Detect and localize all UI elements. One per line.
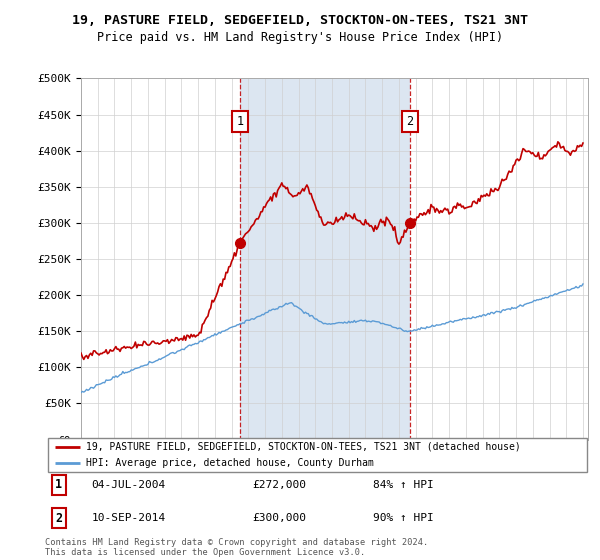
Text: 10-SEP-2014: 10-SEP-2014	[91, 513, 166, 523]
Text: 1: 1	[55, 478, 62, 491]
Text: 04-JUL-2004: 04-JUL-2004	[91, 479, 166, 489]
Text: 2: 2	[407, 115, 413, 128]
Text: 19, PASTURE FIELD, SEDGEFIELD, STOCKTON-ON-TEES, TS21 3NT: 19, PASTURE FIELD, SEDGEFIELD, STOCKTON-…	[72, 14, 528, 27]
Text: Price paid vs. HM Land Registry's House Price Index (HPI): Price paid vs. HM Land Registry's House …	[97, 31, 503, 44]
Bar	[240, 78, 410, 440]
Text: 84% ↑ HPI: 84% ↑ HPI	[373, 479, 433, 489]
Text: 2: 2	[55, 511, 62, 525]
Text: 1: 1	[236, 115, 244, 128]
Text: Contains HM Land Registry data © Crown copyright and database right 2024.
This d: Contains HM Land Registry data © Crown c…	[45, 538, 428, 557]
Text: £272,000: £272,000	[253, 479, 307, 489]
Text: 90% ↑ HPI: 90% ↑ HPI	[373, 513, 433, 523]
FancyBboxPatch shape	[48, 438, 587, 472]
Text: 19, PASTURE FIELD, SEDGEFIELD, STOCKTON-ON-TEES, TS21 3NT (detached house): 19, PASTURE FIELD, SEDGEFIELD, STOCKTON-…	[86, 442, 521, 451]
Text: HPI: Average price, detached house, County Durham: HPI: Average price, detached house, Coun…	[86, 459, 374, 468]
Text: £300,000: £300,000	[253, 513, 307, 523]
